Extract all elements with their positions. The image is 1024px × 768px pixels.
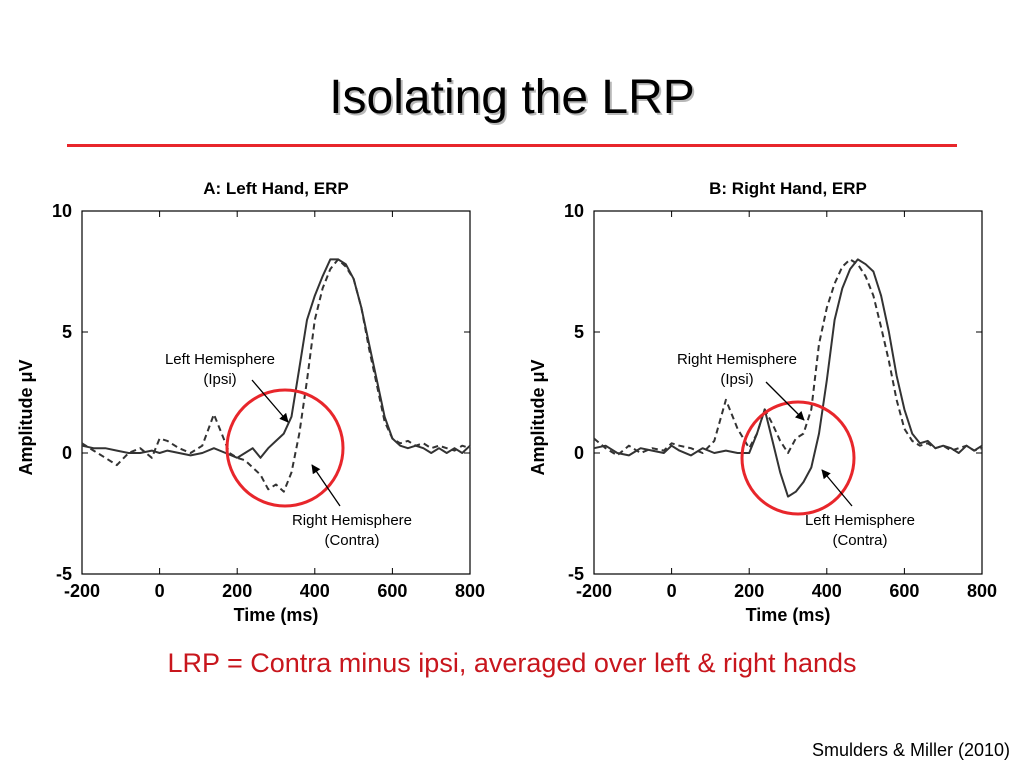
x-tick-label: -200 [64,581,100,601]
annotation-arrow [821,469,853,507]
annotation-label: Right Hemisphere [677,351,797,368]
y-tick-label: 0 [574,443,584,463]
annotation-label: Right Hemisphere [292,512,412,529]
annotation-arrow [765,381,805,421]
x-axis-label: Time (ms) [234,605,319,625]
highlight-circle [225,388,345,508]
series-line-dashed [81,258,471,493]
slide-title: Isolating the LRP [329,71,695,124]
y-tick-label: 5 [574,322,584,342]
annotation-label: (Contra) [324,532,379,549]
x-axis-label: Time (ms) [746,605,831,625]
x-tick-label: 800 [455,581,485,601]
x-tick-label: -200 [576,581,612,601]
annotation-label: Left Hemisphere [805,512,915,529]
y-tick-label: -5 [568,564,584,584]
annotation-label: (Ipsi) [203,371,236,388]
x-tick-label: 800 [967,581,997,601]
title-underline [67,144,957,147]
series-line-solid [593,258,983,498]
annotation-arrow [251,379,289,423]
y-tick-label: 10 [564,201,584,221]
charts-canvas: A: Left Hand, ERP -200 0 200 400 600 800 -5 0 5 10… [16,179,997,625]
y-axis-label: Amplitude μV [16,359,36,475]
annotation-label: (Ipsi) [720,371,753,388]
y-tick-label: -5 [56,564,72,584]
series-line-solid [81,258,471,459]
y-tick-label: 10 [52,201,72,221]
series-line-dashed [593,258,983,457]
annotation-label: (Contra) [832,532,887,549]
slide-caption: LRP = Contra minus ipsi, averaged over l… [167,648,857,678]
x-tick-label: 200 [734,581,764,601]
x-tick-label: 600 [377,581,407,601]
x-tick-label: 0 [667,581,677,601]
chart-title: B: Right Hand, ERP [709,179,867,198]
y-tick-label: 0 [62,443,72,463]
x-tick-label: 0 [155,581,165,601]
plot-frame [593,210,983,575]
highlight-circle [740,400,856,516]
x-tick-label: 200 [222,581,252,601]
x-tick-label: 400 [812,581,842,601]
x-tick-label: 400 [300,581,330,601]
chart-title: A: Left Hand, ERP [203,179,348,198]
annotation-arrow [311,464,341,507]
plot-frame [81,210,471,575]
annotation-label: Left Hemisphere [165,351,275,368]
y-axis-label: Amplitude μV [528,359,548,475]
x-tick-label: 600 [889,581,919,601]
y-tick-label: 5 [62,322,72,342]
citation: Smulders & Miller (2010) [811,740,1010,760]
